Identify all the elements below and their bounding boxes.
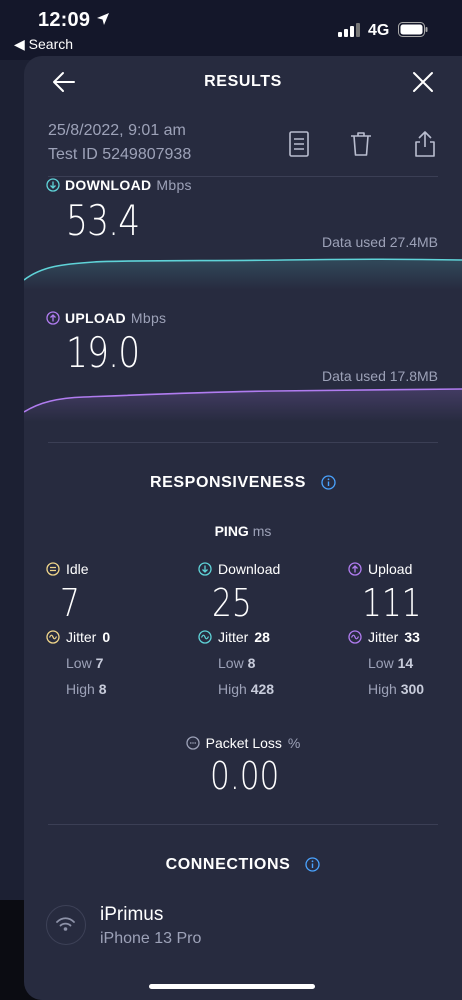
ping-download-column: Download 25 Jitter 28 Low 8 High 428 [198,561,318,697]
ping-idle-high: High 8 [66,681,166,697]
home-indicator[interactable] [149,984,315,989]
jitter-download: Jitter 28 [198,629,318,645]
upload-data-used: Data used 17.8MB [322,368,438,384]
upload-value: 19.0 [66,328,140,377]
status-bar: 12:09 ◀ Search 4G [0,0,462,56]
ping-download-header: Download [198,561,318,577]
wifi-icon [46,905,86,945]
download-unit: Mbps [156,177,192,193]
packet-loss-icon [185,736,200,750]
back-arrow-icon[interactable] [50,68,78,96]
low-value: 8 [247,655,256,671]
download-label-text: DOWNLOAD [65,177,152,193]
status-time: 12:09 [38,9,91,31]
packet-loss-label: Packet Loss % [24,735,462,751]
low-value: 14 [397,655,414,671]
info-icon[interactable] [321,475,336,490]
page-title: RESULTS [204,73,282,90]
test-id: Test ID 5249807938 [48,146,192,163]
info-icon[interactable] [305,857,321,872]
download-value: 53.4 [66,196,140,245]
ping-label-text: PING [214,523,249,539]
upload-arrow-icon [46,311,60,325]
network-type: 4G [368,22,390,39]
share-icon[interactable] [412,130,438,158]
ping-idle-label: Idle [66,561,89,577]
results-sheet: RESULTS 25/8/2022, 9:01 am Test ID 52498… [24,56,462,1000]
responsiveness-heading: RESPONSIVENESS [24,474,462,492]
upload-label-text: UPLOAD [65,310,126,326]
ping-download-low: Low 8 [218,655,318,671]
download-data-used: Data used 27.4MB [322,234,438,250]
jitter-label: Jitter [218,629,249,645]
download-graph [24,258,462,290]
high-value: 428 [250,681,275,697]
upload-label: UPLOAD Mbps [46,310,166,326]
download-label: DOWNLOAD Mbps [46,177,192,193]
upload-arrow-icon [348,562,362,576]
ping-download-high: High 428 [218,681,318,697]
connections-heading: CONNECTIONS [24,856,462,874]
ping-label: PING ms [24,523,462,539]
ping-download-label: Download [218,561,281,577]
packet-loss-value: 0.00 [210,754,280,798]
download-arrow-icon [198,562,212,576]
divider [48,442,438,443]
cellular-signal-icon [338,23,360,37]
idle-icon [46,562,60,576]
ping-upload-header: Upload [348,561,462,577]
results-header: RESULTS [24,56,462,106]
ping-upload-column: Upload 111 Jitter 33 Low 14 High 300 [348,561,462,697]
connection-provider: iPrimus [100,904,164,925]
jitter-upload-value: 33 [404,629,420,645]
packet-loss-unit: % [287,735,301,751]
location-arrow-icon [97,13,109,25]
high-value: 300 [400,681,425,697]
document-icon[interactable] [286,130,312,158]
ping-idle-column: Idle 7 Jitter 0 Low 7 High 8 [46,561,166,697]
jitter-idle-value: 0 [102,629,111,645]
jitter-wave-icon [348,630,362,644]
test-date: 25/8/2022, 9:01 am [48,122,186,139]
ping-upload-value: 111 [362,581,422,625]
jitter-wave-icon [198,630,212,644]
jitter-idle: Jitter 0 [46,629,166,645]
low-label: Low [66,655,92,671]
low-value: 7 [95,655,104,671]
high-value: 8 [98,681,107,697]
jitter-label: Jitter [66,629,97,645]
jitter-download-value: 28 [254,629,270,645]
ping-upload-label: Upload [368,561,413,577]
upload-unit: Mbps [130,310,167,326]
upload-graph [24,388,462,422]
jitter-upload: Jitter 33 [348,629,462,645]
connections-title: CONNECTIONS [165,856,291,873]
high-label: High [66,681,95,697]
close-icon[interactable] [410,69,436,95]
trash-icon[interactable] [348,130,374,158]
battery-icon [398,22,428,37]
packet-loss-text: Packet Loss [205,735,282,751]
divider [48,824,438,825]
ping-idle-low: Low 7 [66,655,166,671]
high-label: High [218,681,247,697]
connection-device: iPhone 13 Pro [100,930,202,947]
low-label: Low [368,655,394,671]
responsiveness-title: RESPONSIVENESS [149,474,306,491]
divider [48,176,438,177]
ping-idle-value: 7 [60,581,80,625]
ping-upload-high: High 300 [368,681,462,697]
high-label: High [368,681,397,697]
download-arrow-icon [46,178,60,192]
ping-idle-header: Idle [46,561,166,577]
low-label: Low [218,655,244,671]
jitter-wave-icon [46,630,60,644]
back-to-search-link[interactable]: ◀ Search [14,36,74,52]
jitter-label: Jitter [368,629,399,645]
ping-download-value: 25 [212,581,252,625]
ping-upload-low: Low 14 [368,655,462,671]
ping-unit: ms [252,523,272,539]
